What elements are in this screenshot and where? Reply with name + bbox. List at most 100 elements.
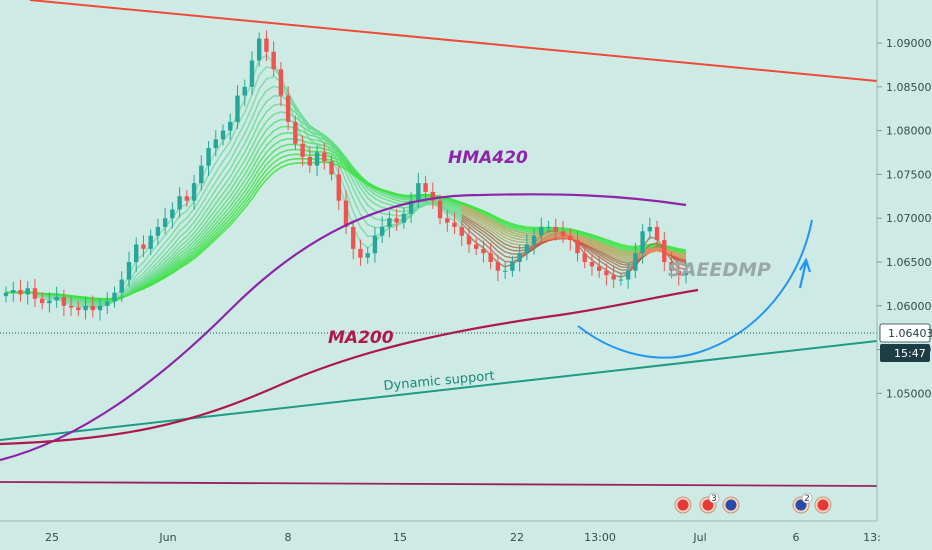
y-tick-label: 1.08000 [886,125,932,138]
y-tick-label: 1.06000 [886,300,932,313]
x-tick-label: 25 [45,531,59,544]
candle-body [423,183,428,192]
candle-body [322,152,327,162]
event-badge-eu-multi-flag [795,499,807,511]
y-tick-label: 1.07000 [886,212,932,225]
candle-body [495,262,501,271]
badge-count: 2 [804,494,810,504]
candle-body [560,231,566,236]
candle-body [155,226,161,236]
candle-body [604,270,609,276]
candle-body [669,262,674,271]
countdown-value: 15:47 [894,347,926,360]
candle-body [11,290,16,293]
ribbon-band-red [461,204,687,256]
candle-body [459,226,464,236]
candle-body [314,152,320,166]
candle-body [596,266,602,271]
candle-body [466,235,472,245]
current-price-label [879,323,931,343]
x-tick-label: 22 [510,531,524,544]
x-tick-label: 15 [393,531,407,544]
candle-body [488,253,493,262]
projection-arrow [798,261,808,289]
candle-body [3,292,9,297]
candle-body [430,191,436,201]
candle-body [401,213,407,223]
watermark: SAEEDMP [668,259,771,281]
candle-body [293,121,298,144]
candle-body [97,305,103,311]
candle-body [134,244,139,262]
candle-body [575,240,580,254]
candle-body [76,307,81,311]
indicator-lines [0,0,878,487]
candle-body [68,305,74,308]
candle-body [39,298,45,304]
candle-body [676,270,681,276]
annotations: HMA420 MA200 Dynamic support SAEEDMP [328,148,771,394]
candle-body [170,209,175,219]
event-badge-ch-2-flag [817,499,829,511]
time-axis[interactable] [0,521,932,550]
candle-body [524,244,530,254]
event-badge-ch-multi-flag [702,499,714,511]
y-tick-label: 1.09000 [886,37,932,50]
candle-body [300,143,305,157]
candle-body [148,235,153,249]
candle-body [119,279,124,293]
candle-body [379,226,385,236]
candle-body [358,248,363,258]
ribbon-band-red [461,208,687,259]
candle-body [18,290,23,295]
candle-body [228,121,233,131]
x-tick-label: 8 [285,531,292,544]
candle-body [654,226,660,241]
candle-body [546,226,551,228]
candle-body [141,244,146,249]
candle-body [184,196,190,201]
candle-body [394,218,399,223]
badge-count-bubble [801,492,813,504]
y-tick-label: 1.07500 [886,168,932,181]
ribbon-band-red [461,206,687,258]
candle-body [633,253,638,271]
y-tick-label: 1.08500 [886,81,932,94]
candle-body [307,156,313,166]
candle-body [589,262,595,267]
candle-body [213,139,218,149]
hma420-line [0,193,687,462]
candle-body [568,235,573,241]
badge-count: 3 [711,494,717,504]
candle-body [61,297,67,306]
countdown-label [880,344,930,362]
candle-body [640,231,645,254]
price-axis[interactable] [877,0,932,550]
current-price-value: 1.06403 [888,327,932,340]
candle-body [105,301,110,306]
badge-count-bubble [708,492,720,504]
x-tick-label: Jul [692,531,706,544]
x-tick-label: Jun [158,531,176,544]
candle-body [618,279,624,281]
ema-ribbon [5,54,687,310]
upper-trendline [29,0,878,82]
candle-body [510,262,515,271]
candle-body [271,51,276,70]
candle-body [191,183,197,201]
candle-body [611,275,616,280]
candle-body [329,161,334,175]
y-tick-label: 1.06500 [886,256,932,269]
candle-body [90,305,96,311]
candle-body [278,69,284,96]
candle-body [199,165,204,184]
candle-body [437,200,443,219]
candle-body [647,226,653,232]
hma-label: HMA420 [448,148,528,168]
candle-body [625,270,631,280]
candle-body [553,226,558,232]
candle-body [474,244,479,249]
candle-series [3,30,689,321]
candle-body [336,174,341,201]
